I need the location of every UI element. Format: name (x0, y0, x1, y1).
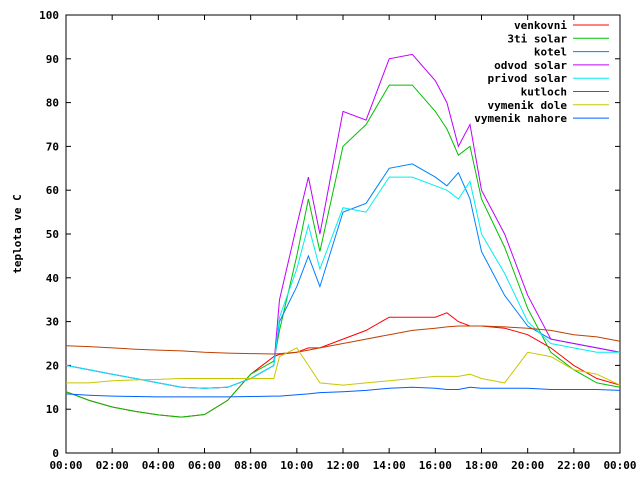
y-tick-label: 40 (46, 272, 59, 285)
x-tick-label: 16:00 (419, 459, 452, 472)
y-tick-label: 0 (52, 447, 59, 460)
y-tick-label: 20 (46, 359, 59, 372)
legend-label-privod-solar: privod solar (488, 72, 568, 85)
y-tick-label: 60 (46, 184, 59, 197)
y-axis: 0 10 20 30 40 50 60 70 80 90 100 (39, 9, 620, 460)
series-lines (65, 53, 621, 418)
legend-label-venkovni: venkovni (514, 19, 567, 32)
x-axis: 00:00 02:00 04:00 06:00 08:00 10:00 12:00 14:00… (49, 15, 637, 472)
x-tick-label: 22:00 (557, 459, 590, 472)
series-line-vymenik-dole (66, 347, 621, 386)
series-line-kutloch (65, 325, 621, 355)
x-tick-label: 12:00 (326, 459, 359, 472)
legend-label-kutloch: kutloch (521, 86, 567, 99)
y-axis-label: teplota ve C (11, 194, 24, 273)
legend-label-kotel: kotel (534, 46, 567, 59)
x-tick-label: 02:00 (96, 459, 129, 472)
x-tick-label: 08:00 (234, 459, 267, 472)
series-line-kotel (65, 163, 621, 389)
series-line-3ti-solar (65, 84, 621, 418)
y-tick-label: 80 (46, 97, 59, 110)
x-tick-label: 00:00 (603, 459, 636, 472)
y-tick-label: 90 (46, 53, 59, 66)
legend-label-vymenik-dole: vymenik dole (488, 99, 568, 112)
x-tick-label: 18:00 (465, 459, 498, 472)
x-tick-label: 00:00 (49, 459, 82, 472)
y-tick-label: 50 (46, 228, 59, 241)
y-tick-label: 70 (46, 140, 59, 153)
legend-label-vymenik-nahore: vymenik nahore (474, 112, 567, 125)
legend-label-3ti-solar: 3ti solar (507, 32, 567, 45)
series-line-venkovni (65, 312, 621, 418)
legend-label-odvod-solar: odvod solar (494, 59, 567, 72)
x-tick-label: 10:00 (280, 459, 313, 472)
x-tick-label: 06:00 (188, 459, 221, 472)
x-tick-label: 14:00 (373, 459, 406, 472)
x-tick-label: 20:00 (511, 459, 544, 472)
series-line-privod-solar (65, 176, 620, 389)
x-tick-label: 04:00 (142, 459, 175, 472)
y-tick-label: 100 (39, 9, 59, 22)
y-tick-label: 10 (46, 403, 59, 416)
y-tick-label: 30 (46, 316, 59, 329)
series-line-vymenik-nahore (65, 386, 621, 398)
